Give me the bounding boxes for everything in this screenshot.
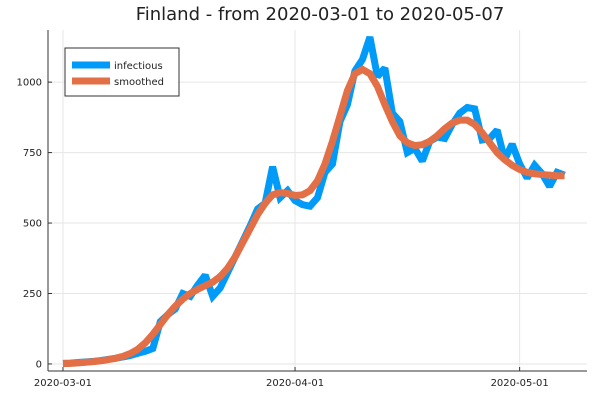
y-tick-label: 1000	[17, 78, 42, 89]
y-ticks: 0 250 500 750 1000	[17, 78, 52, 370]
y-tick-label: 0	[36, 359, 42, 370]
y-tick-label: 750	[23, 148, 42, 159]
x-tick-label: 2020-03-01	[34, 378, 92, 389]
legend-label-infectious: infectious	[114, 61, 163, 72]
legend: infectious smoothed	[64, 47, 180, 97]
y-tick-label: 250	[23, 289, 42, 300]
x-tick-label: 2020-05-01	[491, 378, 549, 389]
legend-label-smoothed: smoothed	[114, 77, 164, 88]
y-tick-label: 500	[23, 219, 42, 230]
series-line-smoothed	[62, 65, 565, 368]
chart-title: Finland - from 2020-03-01 to 2020-05-07	[136, 4, 505, 25]
series-layer	[62, 35, 566, 368]
legend-box	[64, 47, 180, 97]
x-ticks: 2020-03-01 2020-04-01 2020-05-01	[34, 367, 549, 389]
x-tick-label: 2020-04-01	[266, 378, 324, 389]
